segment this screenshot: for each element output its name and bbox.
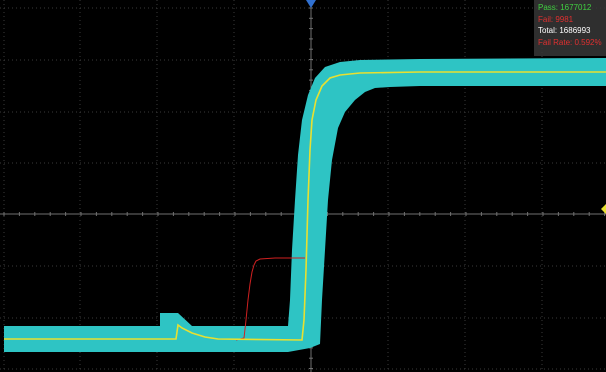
fail-rate: Fail Rate: 0.592% (538, 37, 602, 47)
trigger-level-marker-icon[interactable] (601, 204, 606, 214)
fail-trace (235, 257, 305, 341)
pass-fail-mask (4, 58, 606, 352)
signal-trace (4, 71, 606, 341)
total-count: Total: 1686993 (538, 26, 591, 35)
trigger-position-marker-icon[interactable] (306, 0, 316, 8)
fail-count: Fail: 9981 (538, 14, 574, 24)
pass-fail-statistics: Pass: 1677012 Fail: 9981 Total: 1686993 … (534, 0, 606, 56)
pass-count: Pass: 1677012 (538, 3, 592, 12)
